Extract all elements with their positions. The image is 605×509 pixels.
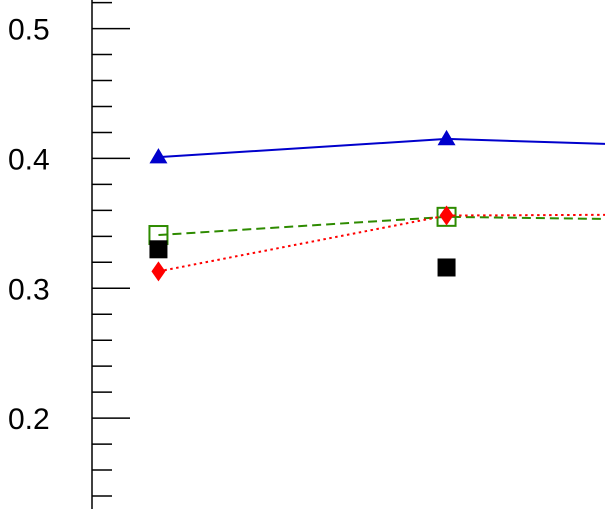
y-tick-label: 0.5 xyxy=(8,14,50,47)
plot-area xyxy=(148,129,605,282)
diamond-marker xyxy=(439,205,454,226)
triangle-marker xyxy=(149,148,168,164)
series-3 xyxy=(151,205,605,282)
y-axis: 0.2 0.3 0.4 0.5 xyxy=(8,0,130,509)
series-line xyxy=(158,215,605,237)
diamond-marker xyxy=(151,261,166,282)
y-tick-label: 0.3 xyxy=(8,273,50,306)
series-1 xyxy=(149,129,605,164)
series-2 xyxy=(148,206,605,246)
series-line xyxy=(158,213,605,273)
y-tick-label: 0.2 xyxy=(8,403,50,436)
series-line xyxy=(158,137,605,159)
filled-square-marker xyxy=(149,240,168,259)
triangle-marker xyxy=(437,129,456,146)
filled-square-marker xyxy=(437,258,456,277)
series-4 xyxy=(149,240,456,277)
y-tick-label: 0.4 xyxy=(8,143,50,176)
